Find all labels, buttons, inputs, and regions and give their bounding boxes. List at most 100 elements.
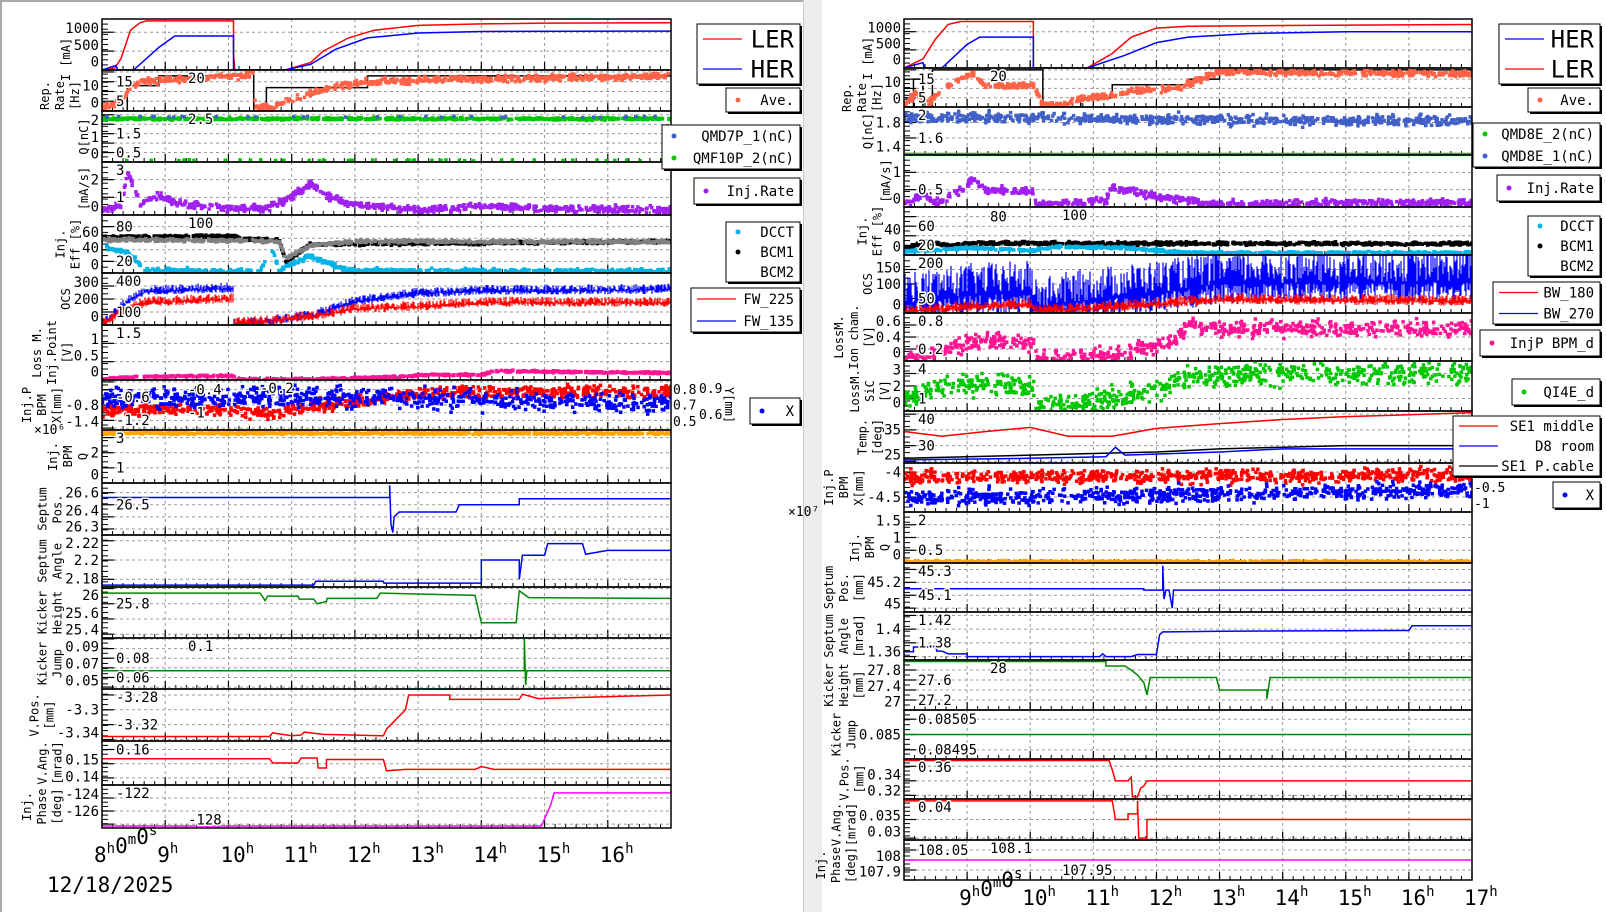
scatter-point	[188, 269, 193, 273]
scatter-point	[594, 116, 598, 121]
scatter-point	[657, 269, 662, 273]
scatter-point	[256, 208, 261, 213]
scatter-point	[292, 260, 297, 265]
scatter-point	[480, 267, 485, 271]
scatter-point	[208, 117, 212, 122]
scatter-point	[254, 105, 258, 109]
scatter-point	[134, 190, 138, 194]
scatter-point	[351, 267, 356, 272]
scatter-point	[149, 198, 153, 202]
scatter-point	[218, 117, 223, 122]
scatter-point	[359, 81, 364, 86]
scatter-point	[613, 78, 618, 83]
scatter-point	[366, 201, 371, 206]
scatter-point	[390, 268, 394, 272]
scatter-point	[434, 75, 439, 80]
scatter-point	[200, 239, 205, 244]
scatter-point	[424, 114, 428, 119]
scatter-point	[325, 84, 329, 89]
scatter-point	[397, 241, 401, 245]
scatter-point	[379, 78, 383, 83]
scatter-point	[182, 79, 187, 84]
scatter-point	[248, 236, 253, 240]
scatter-point	[473, 205, 478, 210]
scatter-point	[289, 116, 293, 121]
y-tick-label: 2.5	[188, 112, 213, 128]
scatter-point	[263, 117, 268, 121]
scatter-point	[110, 209, 114, 213]
scatter-point	[151, 267, 155, 271]
scatter-point	[142, 79, 146, 84]
scatter-point	[456, 204, 461, 209]
scatter-point	[666, 240, 670, 244]
scatter-point	[637, 241, 641, 245]
scatter-point	[286, 195, 290, 199]
scatter-point	[611, 239, 615, 243]
scatter-point	[281, 158, 286, 162]
scatter-point	[642, 74, 646, 79]
scatter-point	[441, 117, 446, 121]
scatter-point	[313, 117, 317, 121]
scatter-point	[242, 203, 246, 208]
scatter-point	[120, 237, 125, 242]
scatter-point	[372, 267, 377, 271]
scatter-point	[196, 203, 201, 207]
scatter-point	[182, 158, 186, 162]
y-tick-label: 0	[91, 54, 99, 70]
scatter-point	[356, 202, 361, 206]
scatter-point	[474, 269, 478, 273]
scatter-point	[621, 116, 625, 121]
scatter-point	[246, 70, 251, 74]
scatter-point	[660, 206, 664, 211]
scatter-point	[219, 74, 224, 79]
scatter-point	[581, 270, 585, 273]
scatter-point	[618, 206, 622, 210]
scatter-point	[131, 256, 136, 260]
scatter-point	[371, 203, 376, 208]
scatter-point	[392, 158, 397, 162]
scatter-point	[133, 255, 138, 259]
scatter-point	[384, 242, 389, 246]
scatter-point	[392, 204, 396, 209]
scatter-point	[234, 73, 239, 77]
scatter-point	[463, 242, 467, 246]
scatter-point	[275, 202, 280, 206]
scatter-point	[405, 239, 409, 243]
scatter-point	[581, 117, 586, 122]
scatter-point	[660, 269, 664, 273]
scatter-point	[363, 269, 368, 273]
scatter-point	[321, 191, 325, 196]
scatter-point	[469, 114, 474, 119]
scatter-point	[480, 117, 485, 121]
scatter-point	[262, 103, 267, 108]
scatter-point	[228, 267, 233, 272]
scatter-point	[464, 117, 468, 122]
scatter-point	[251, 203, 256, 208]
scatter-point	[366, 117, 370, 121]
scatter-point	[561, 207, 565, 211]
scatter-point	[175, 204, 179, 208]
scatter-point	[293, 189, 298, 194]
scatter-point	[128, 176, 133, 181]
y-tick-label: 1000	[65, 21, 99, 37]
series-group	[102, 282, 671, 325]
scatter-point	[125, 117, 130, 122]
scatter-point	[589, 240, 594, 244]
scatter-point	[187, 202, 192, 207]
scatter-point	[323, 192, 328, 196]
scatter-point	[286, 99, 290, 104]
scatter-point	[566, 206, 571, 210]
scatter-point	[201, 77, 206, 81]
scatter-point	[194, 75, 198, 80]
scatter-point	[315, 184, 320, 189]
scatter-point	[605, 115, 610, 120]
scatter-point	[348, 269, 353, 273]
scatter-point	[453, 207, 457, 211]
scatter-point	[528, 117, 533, 122]
scatter-point	[467, 269, 471, 273]
scatter-point	[293, 192, 297, 196]
scatter-point	[142, 199, 146, 204]
scatter-point	[407, 207, 411, 212]
scatter-point	[307, 254, 312, 259]
